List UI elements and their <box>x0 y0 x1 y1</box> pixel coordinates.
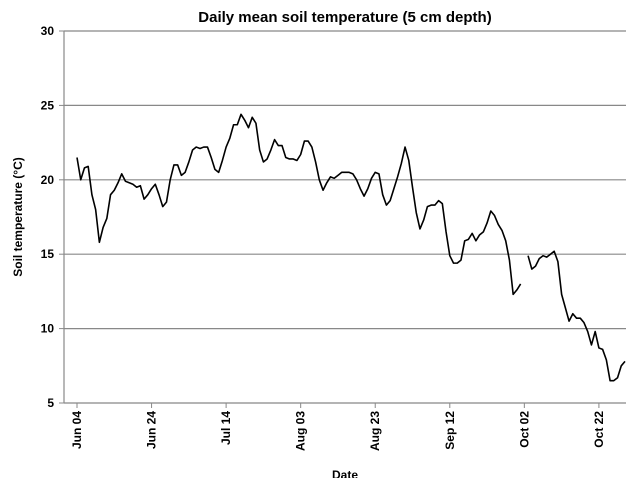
x-tick-label: Jul 14 <box>219 411 233 445</box>
x-tick-label: Jun 24 <box>145 411 159 449</box>
y-tick-label: 25 <box>41 98 55 112</box>
data-line <box>76 113 626 382</box>
y-axis-label: Soil temperature (°C) <box>11 157 25 276</box>
y-tick-label: 15 <box>41 247 55 261</box>
y-tick-label: 20 <box>41 173 55 187</box>
x-axis-label: Date <box>332 468 358 478</box>
x-tick-label: Oct 22 <box>592 411 606 448</box>
chart-title: Daily mean soil temperature (5 cm depth) <box>198 9 491 26</box>
x-tick-label: Jun 04 <box>70 411 84 449</box>
y-tick-label: 10 <box>41 322 55 336</box>
x-tick-label: Aug 03 <box>294 411 308 451</box>
y-tick-label: 30 <box>41 24 55 38</box>
y-tick-label: 5 <box>47 396 54 410</box>
x-tick-label: Aug 23 <box>368 411 382 451</box>
x-tick-label: Sep 12 <box>443 411 457 450</box>
x-tick-label: Oct 02 <box>517 411 531 448</box>
